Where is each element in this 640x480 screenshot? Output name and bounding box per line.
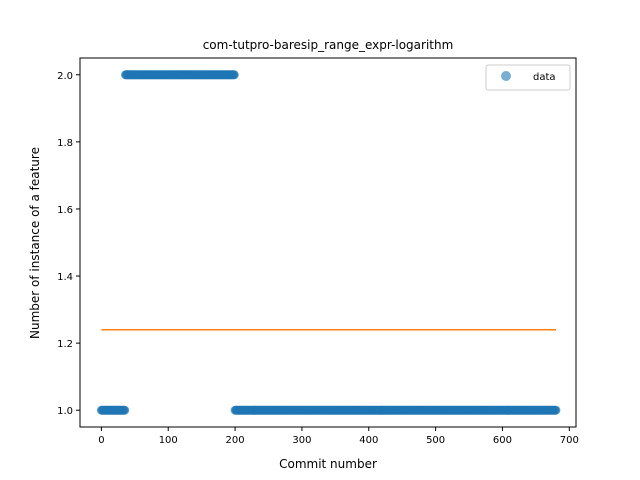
legend-marker bbox=[501, 71, 511, 81]
data-point bbox=[120, 405, 130, 415]
legend-label-data: data bbox=[533, 72, 556, 83]
data-point bbox=[551, 405, 561, 415]
y-tick-label: 2.0 bbox=[57, 71, 73, 82]
axes-frame bbox=[79, 57, 577, 428]
y-tick-label: 1.6 bbox=[57, 205, 73, 216]
x-tick-label: 100 bbox=[159, 435, 178, 446]
x-tick-label: 700 bbox=[560, 435, 579, 446]
x-axis-label: Commit number bbox=[279, 457, 377, 471]
legend-box bbox=[485, 64, 571, 91]
legend: data bbox=[485, 64, 571, 91]
y-tick-label: 1.2 bbox=[57, 339, 73, 350]
x-tick-label: 600 bbox=[493, 435, 512, 446]
chart-title: com-tutpro-baresip_range_expr-logarithm bbox=[203, 38, 454, 52]
y-tick-label: 1.0 bbox=[57, 406, 73, 417]
y-tick-label: 1.4 bbox=[57, 272, 73, 283]
y-axis: 1.0 1.2 1.4 1.6 1.8 2.0 bbox=[57, 71, 80, 417]
x-tick-label: 400 bbox=[359, 435, 378, 446]
data-point bbox=[229, 70, 239, 80]
x-tick-label: 0 bbox=[98, 435, 104, 446]
x-tick-label: 300 bbox=[292, 435, 311, 446]
y-axis-label: Number of instance of a feature bbox=[28, 147, 42, 339]
plot-area bbox=[96, 70, 561, 415]
x-tick-label: 200 bbox=[226, 435, 245, 446]
x-axis: 0 100 200 300 400 500 600 700 bbox=[98, 427, 579, 446]
y-tick-label: 1.8 bbox=[57, 138, 73, 149]
x-tick-label: 500 bbox=[426, 435, 445, 446]
